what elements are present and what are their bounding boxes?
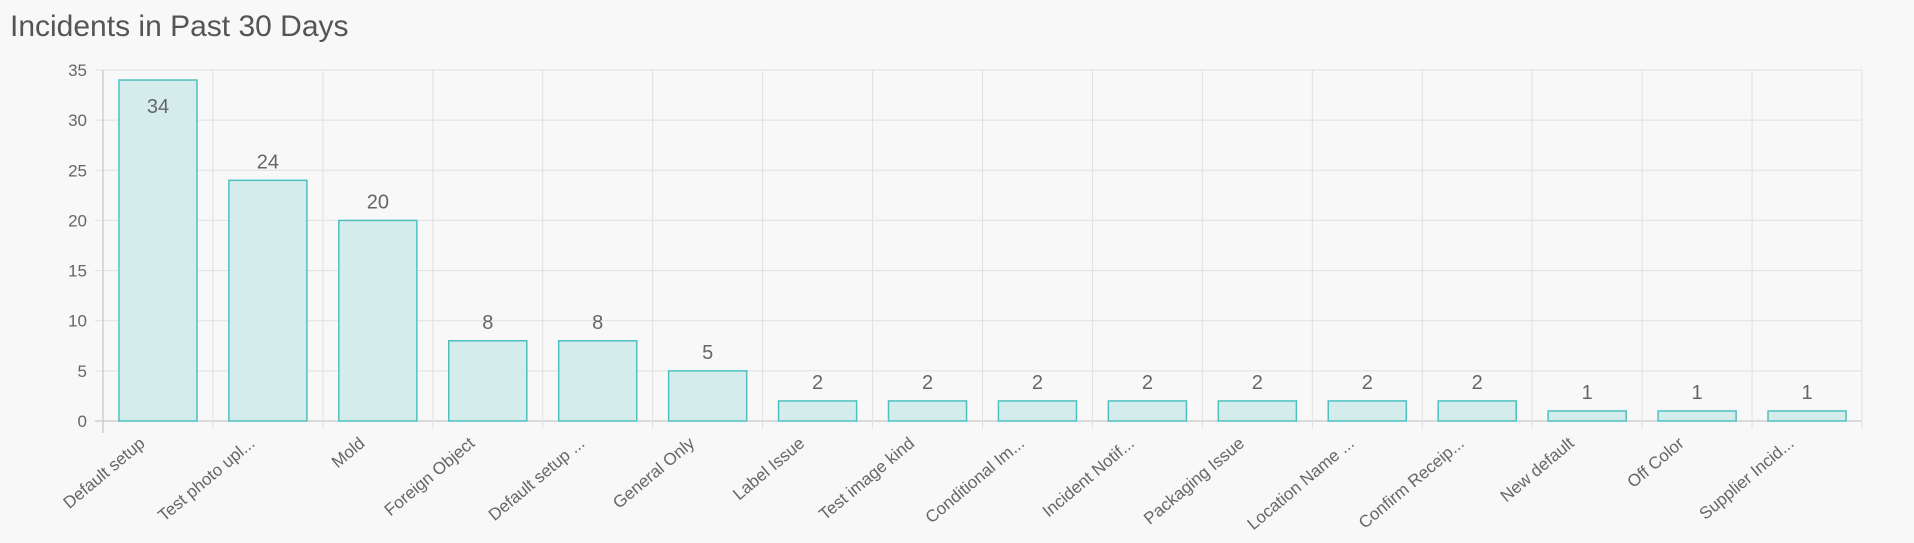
data-label: 8: [482, 312, 493, 334]
bar: [1547, 410, 1627, 422]
y-tick-label: 30: [68, 111, 87, 130]
bar: [667, 370, 748, 422]
bar: [448, 340, 528, 422]
data-label: 2: [1362, 372, 1373, 394]
chart-title: Incidents in Past 30 Days: [10, 10, 349, 43]
data-label: 2: [1142, 372, 1153, 394]
x-category-label: Foreign Object: [381, 433, 479, 519]
x-category-label: Incident Notif...: [1039, 434, 1138, 521]
data-label: 1: [1582, 382, 1593, 404]
x-category-label: Test image kind: [815, 434, 918, 524]
x-category-label: Packaging Issue: [1140, 434, 1248, 529]
x-category-label: General Only: [609, 433, 698, 512]
x-category-label: Label Issue: [729, 434, 808, 504]
x-category-label: Default setup: [60, 434, 149, 513]
bars-layer: [118, 79, 1847, 422]
x-category-label: New default: [1497, 433, 1578, 505]
x-category-label: Conditional Im...: [922, 434, 1028, 528]
y-tick-label: 0: [78, 412, 87, 431]
y-tick-label: 20: [68, 211, 87, 230]
bar: [887, 400, 968, 422]
data-label: 1: [1801, 382, 1812, 404]
data-label: 24: [257, 151, 279, 173]
x-category-label: Confirm Receip...: [1355, 434, 1468, 533]
y-tick-label: 10: [68, 312, 87, 331]
x-category-label: Test photo upl...: [154, 434, 258, 526]
data-label: 8: [592, 312, 603, 334]
bar: [338, 219, 418, 422]
data-label: 2: [1472, 372, 1483, 394]
y-tick-label: 15: [68, 262, 87, 281]
bar: [1327, 400, 1408, 422]
y-tick-label: 35: [68, 61, 87, 80]
bar: [557, 340, 638, 422]
data-label: 20: [367, 191, 389, 213]
data-label: 2: [1032, 372, 1043, 394]
bar: [1767, 410, 1847, 422]
y-tick-label: 25: [68, 161, 87, 180]
bar: [1107, 400, 1188, 422]
bar: [777, 400, 858, 422]
bar: [1437, 400, 1517, 422]
data-label: 34: [147, 96, 169, 118]
data-label: 5: [702, 342, 713, 364]
y-tick-label: 5: [78, 362, 87, 381]
x-category-label: Off Color: [1624, 433, 1688, 491]
bar: [1657, 410, 1737, 422]
data-label: 2: [812, 372, 823, 394]
bar: [1217, 400, 1298, 422]
bar: [228, 179, 308, 422]
data-label: 1: [1692, 382, 1703, 404]
data-label: 2: [922, 372, 933, 394]
x-category-label: Default setup ...: [485, 434, 588, 525]
bar: [118, 79, 198, 422]
x-category-label: Location Name ...: [1244, 434, 1358, 534]
x-category-label: Supplier Incid...: [1696, 434, 1798, 524]
x-category-label: Mold: [328, 434, 368, 472]
data-label: 2: [1252, 372, 1263, 394]
bar: [997, 400, 1078, 422]
